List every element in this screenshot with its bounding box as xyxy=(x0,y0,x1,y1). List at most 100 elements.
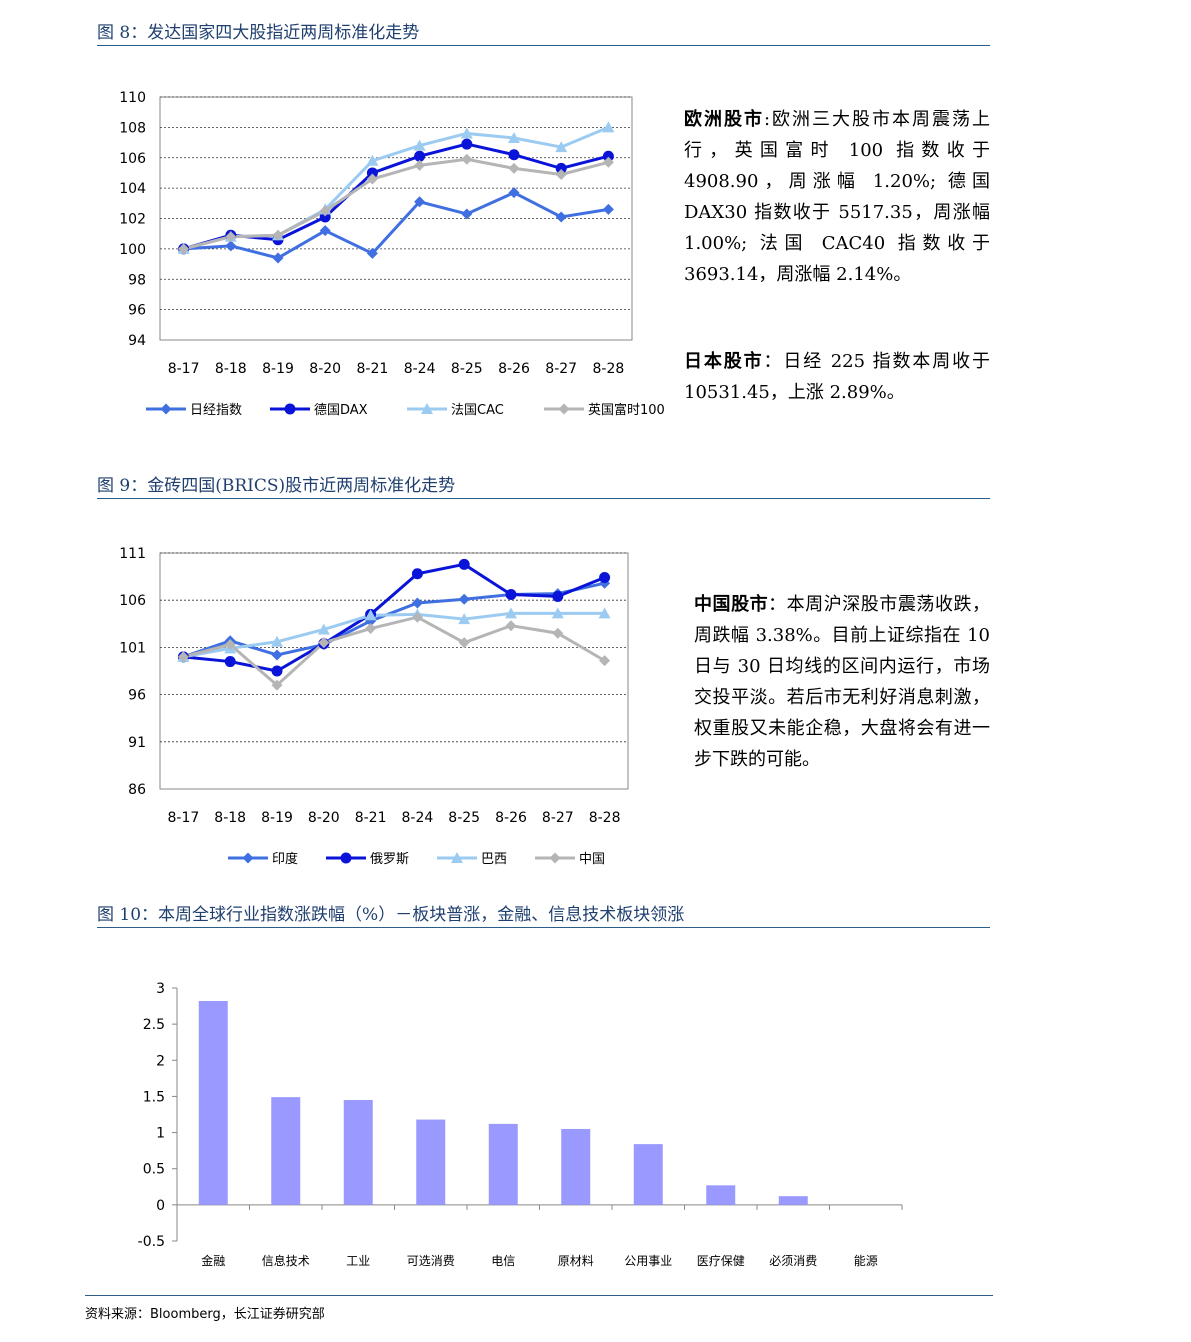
fig9-series-3-point xyxy=(458,613,471,625)
fig8-series-2-point xyxy=(366,167,378,179)
fig8-series-2-point xyxy=(555,162,567,174)
figure-9-title: 图 9：金砖四国(BRICS)股市近两周标准化走势 xyxy=(97,471,990,499)
fig8-series-2-point xyxy=(602,150,614,162)
fig10-x-tick-label: 工业 xyxy=(346,1254,370,1268)
fig8-y-tick-label: 108 xyxy=(119,120,146,136)
fig8-legend-marker-3 xyxy=(421,403,433,414)
fig9-legend-marker-3 xyxy=(451,852,463,863)
fig8-series-1-point xyxy=(461,208,473,220)
fig9-y-tick-label: 86 xyxy=(128,782,146,798)
fig8-x-tick-label: 8-25 xyxy=(451,361,483,377)
fig8-series-3-point xyxy=(413,139,426,151)
fig9-series-4-point xyxy=(365,623,377,635)
fig8-series-1-point xyxy=(272,252,284,264)
fig9-legend-marker-4 xyxy=(549,852,561,864)
fig9-x-tick-label: 8-21 xyxy=(355,810,387,826)
fig9-legend-label-3: 巴西 xyxy=(481,852,507,867)
fig9-series-4-point xyxy=(505,620,517,632)
fig8-series-4-point xyxy=(461,153,473,165)
fig10-x-tick-label: 医疗保健 xyxy=(697,1254,745,1268)
fig8-series-4-point xyxy=(272,229,284,241)
fig9-series-4-point xyxy=(411,611,423,623)
fig9-legend-marker-1 xyxy=(242,852,254,864)
china-market-paragraph: 中国股市：本周沪深股市震荡收跌，周跌幅 3.38%。目前上证综指在 10 日与 … xyxy=(694,589,990,775)
fig8-x-tick-label: 8-21 xyxy=(357,361,389,377)
fig10-bar-9 xyxy=(778,1196,808,1205)
fig8-series-4-point xyxy=(414,159,426,171)
fig8-legend-label-3: 法国CAC xyxy=(451,403,504,418)
fig8-x-tick-label: 8-24 xyxy=(404,361,436,377)
fig9-series-2-point xyxy=(411,568,423,580)
fig9-series-1-point xyxy=(458,593,470,605)
fig8-y-tick-label: 106 xyxy=(119,151,146,167)
fig8-y-tick-label: 102 xyxy=(119,212,146,228)
fig10-y-tick-label: 3 xyxy=(156,981,165,997)
fig9-series-4-point xyxy=(271,679,283,691)
fig9-y-tick-label: 96 xyxy=(128,688,146,704)
fig9-x-tick-label: 8-26 xyxy=(495,810,527,826)
fig10-x-tick-label: 可选消费 xyxy=(407,1254,455,1268)
fig9-x-tick-label: 8-25 xyxy=(448,810,480,826)
fig9-legend-label-2: 俄罗斯 xyxy=(370,852,409,867)
fig10-bar-7 xyxy=(633,1144,663,1205)
fig8-legend-label-1: 日经指数 xyxy=(190,403,242,418)
figure-8-line-chart: 94 96 98 100 102 104 106 108 110 8-17 8-18 8-19 8-20… xyxy=(119,90,665,418)
fig9-series-2-point xyxy=(458,558,470,570)
fig8-y-tick-label: 94 xyxy=(128,333,146,349)
fig9-series-2-point xyxy=(599,572,611,584)
fig8-series-4-point xyxy=(555,168,567,180)
figure-9-line-chart: 86 91 96 101 106 111 8-17 8-18 8-19 8-20 8-21 8-24 8… xyxy=(119,546,629,867)
fig9-series-2-point xyxy=(505,589,517,601)
fig8-series-4-point xyxy=(508,162,520,174)
fig9-series-line-3 xyxy=(183,611,605,659)
fig9-y-tick-label: 91 xyxy=(128,735,146,751)
fig8-series-1-point xyxy=(508,187,520,199)
figure-10-title: 图 10：本周全球行业指数涨跌幅（%）－板块普涨，金融、信息技术板块领涨 xyxy=(97,900,990,928)
fig9-series-4-point xyxy=(177,651,189,663)
fig10-bar-4 xyxy=(416,1119,446,1205)
source-note: 资料来源：Bloomberg，长江证券研究部 xyxy=(85,1307,325,1322)
fig9-x-tick-label: 8-20 xyxy=(308,810,340,826)
fig9-series-2-point xyxy=(224,656,236,668)
fig10-y-tick-label: 2.5 xyxy=(143,1017,165,1033)
fig8-series-1-point xyxy=(225,240,237,252)
fig8-y-tick-label: 110 xyxy=(119,90,146,106)
europe-market-text: :欧洲三大股市本周震荡上行，英国富时 100 指数收于 4908.90，周涨幅 … xyxy=(684,109,990,285)
fig10-x-tick-label: 原材料 xyxy=(558,1254,594,1268)
europe-market-heading: 欧洲股市 xyxy=(684,109,764,130)
fig10-x-tick-label: 金融 xyxy=(201,1253,225,1268)
fig8-series-line-1 xyxy=(183,191,609,260)
fig9-series-1-point xyxy=(271,649,283,661)
fig9-series-4-point xyxy=(318,637,330,649)
fig8-y-tick-label: 96 xyxy=(128,303,146,319)
fig9-series-4-point xyxy=(599,655,611,667)
fig9-series-4-point xyxy=(552,627,564,639)
fig8-y-tick-label: 100 xyxy=(119,242,146,258)
fig9-x-tick-label: 8-17 xyxy=(168,810,200,826)
fig9-series-3-point xyxy=(317,623,330,635)
fig9-series-3-point xyxy=(364,609,377,621)
fig8-legend-marker-2 xyxy=(284,403,296,415)
fig10-x-tick-label: 电信 xyxy=(491,1254,515,1268)
fig10-y-tick-label: 2 xyxy=(156,1053,165,1069)
fig10-bar-1 xyxy=(198,1001,228,1205)
footer-divider xyxy=(85,1295,993,1296)
fig8-series-2-point xyxy=(414,150,426,162)
fig8-series-4-point xyxy=(225,231,237,243)
fig9-x-tick-label: 8-19 xyxy=(261,810,293,826)
fig9-x-tick-label: 8-24 xyxy=(402,810,434,826)
fig10-x-tick-label: 必须消费 xyxy=(769,1254,817,1268)
fig10-y-tick-label: -0.5 xyxy=(138,1234,165,1250)
fig8-x-tick-label: 8-28 xyxy=(593,361,625,377)
fig10-bar-8 xyxy=(706,1185,736,1205)
fig8-legend-marker-4 xyxy=(558,403,570,415)
fig9-x-tick-label: 8-18 xyxy=(214,810,246,826)
fig10-y-tick-label: 0.5 xyxy=(143,1162,165,1178)
fig8-y-tick-label: 98 xyxy=(128,272,146,288)
fig8-series-2-point xyxy=(508,149,520,161)
fig8-series-4-point xyxy=(178,243,190,255)
fig8-legend-label-4: 英国富时100 xyxy=(588,402,665,418)
fig10-bar-2 xyxy=(271,1097,301,1205)
fig8-series-1-point xyxy=(414,196,426,208)
fig10-y-tick-label: 1.5 xyxy=(143,1089,165,1105)
